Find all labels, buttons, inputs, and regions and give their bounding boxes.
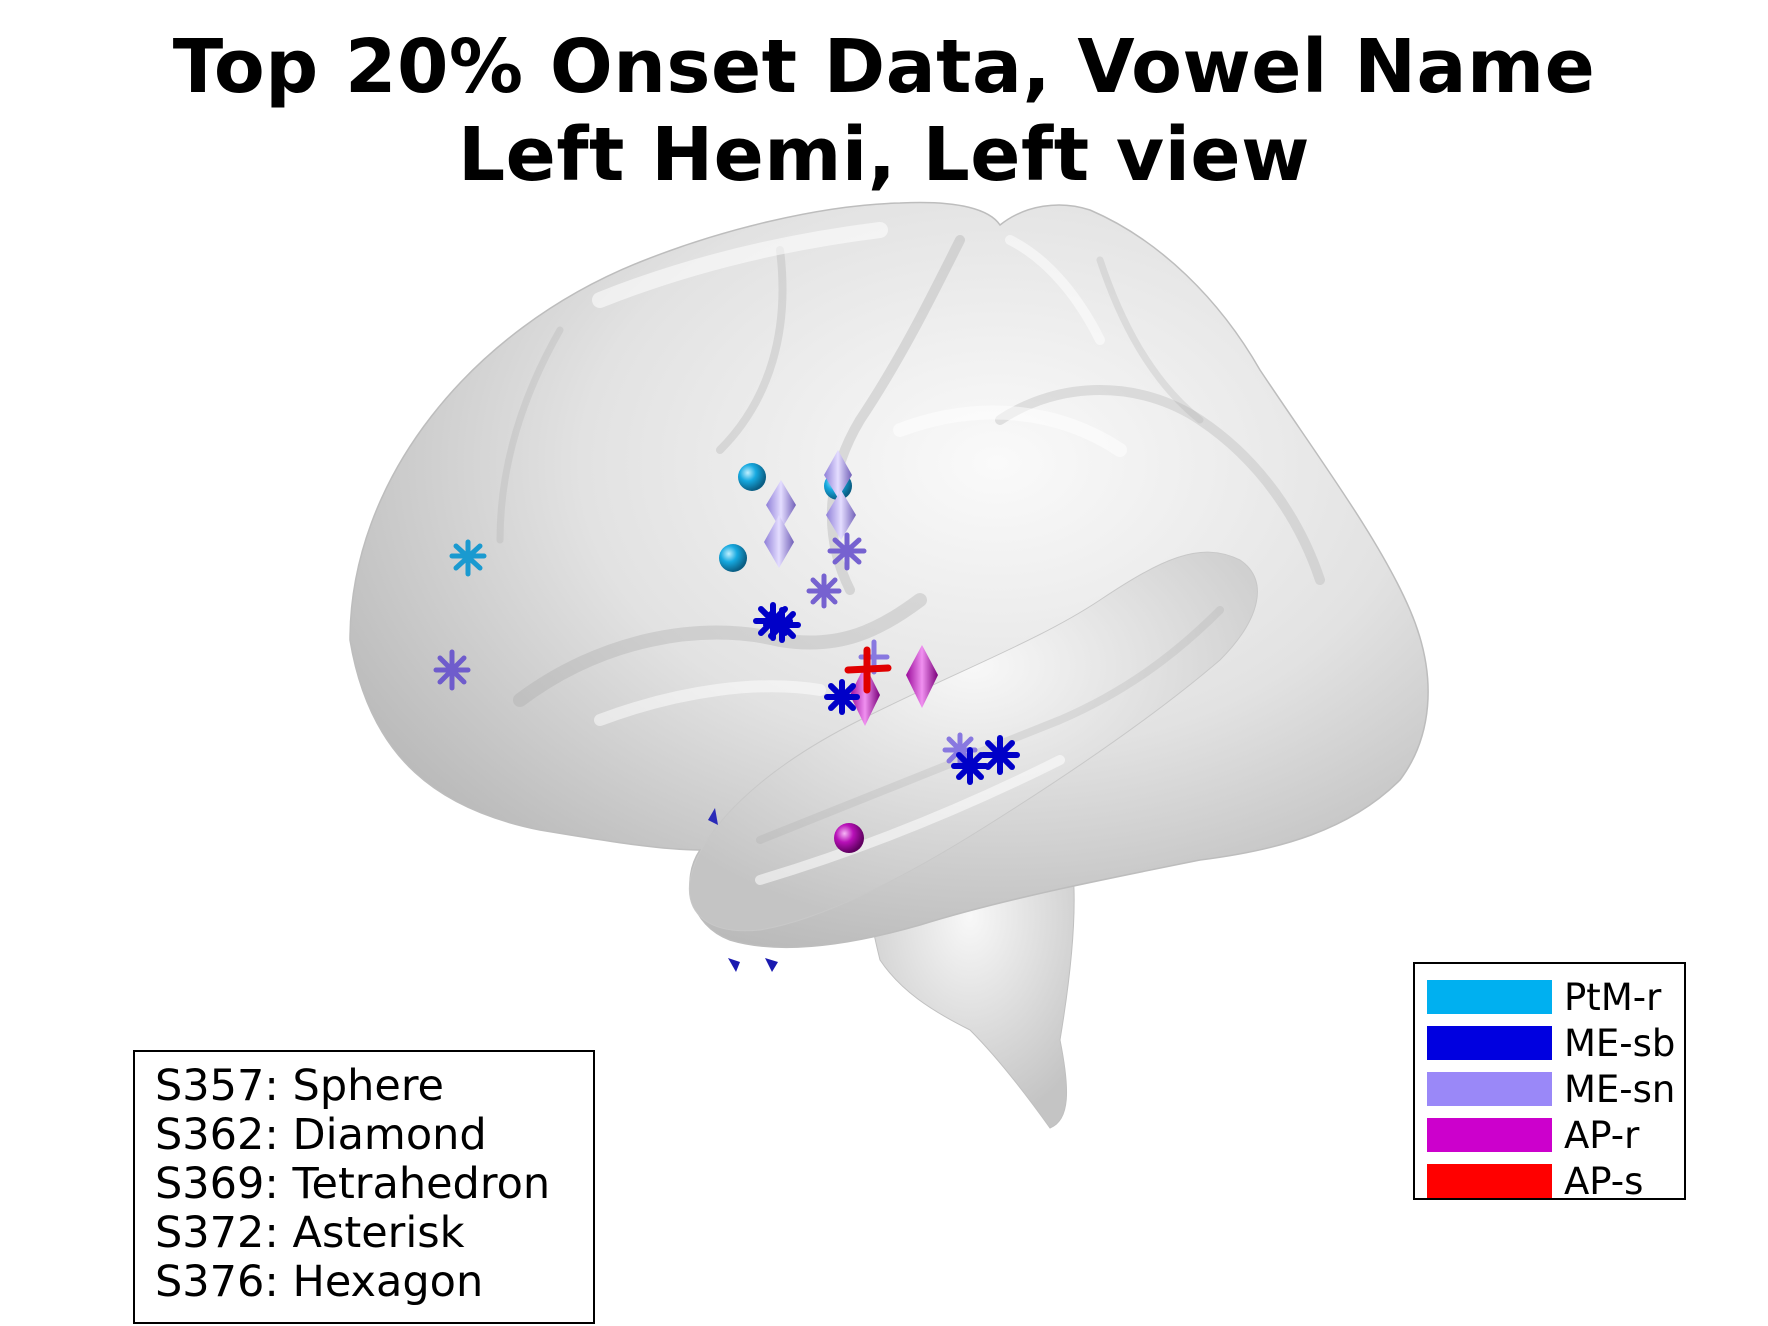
title-line-1: Top 20% Onset Data, Vowel Name: [172, 24, 1596, 110]
sulci-lines: [496, 235, 1325, 844]
hemisphere: [349, 201, 1429, 948]
electrode-markers: [708, 450, 938, 972]
legend-swatch: [1427, 1026, 1552, 1060]
legend-label: PtM-r: [1564, 975, 1662, 1019]
marker-diamond-purple: [826, 490, 856, 540]
gyri-highlights: [592, 222, 1127, 885]
subject-legend: S357: Sphere S362: Diamond S369: Tetrahe…: [133, 1050, 595, 1324]
legend-label: AP-r: [1564, 1113, 1640, 1157]
legend-label: AP-s: [1564, 1159, 1644, 1203]
marker-sphere-magenta: [834, 823, 864, 853]
marker-tetra-blue: [708, 808, 718, 825]
subject-legend-item: S369: Tetrahedron: [155, 1159, 551, 1209]
subject-legend-item: S372: Asterisk: [155, 1208, 465, 1258]
subject-legend-item: S376: Hexagon: [155, 1257, 484, 1307]
marker-diamond-purple: [824, 450, 852, 498]
marker-diamond-magenta: [850, 665, 880, 726]
color-legend: PtM-r ME-sb ME-sn AP-r AP-s: [1413, 962, 1686, 1200]
marker-cross-red: [844, 646, 892, 694]
legend-label: ME-sb: [1564, 1021, 1676, 1065]
marker-diamond-magenta: [906, 645, 938, 708]
legend-label: ME-sn: [1564, 1067, 1676, 1111]
legend-swatch: [1427, 980, 1552, 1014]
marker-diamond-purple: [764, 515, 794, 568]
subject-legend-item: S362: Diamond: [155, 1110, 487, 1160]
marker-asterisk-purple: [433, 649, 471, 691]
marker-asterisk-blue: [951, 747, 989, 785]
marker-diamond-purple: [766, 480, 796, 530]
color-legend-row: AP-r: [1427, 1112, 1684, 1158]
marker-tetra-blue: [765, 958, 778, 972]
legend-swatch: [1427, 1072, 1552, 1106]
marker-sphere-cyan: [738, 463, 766, 491]
marker-asterisk-cyan: [449, 539, 487, 577]
marker-asterisk-blue: [763, 607, 801, 643]
legend-swatch: [1427, 1118, 1552, 1152]
legend-swatch: [1427, 1164, 1552, 1198]
title-line-2: Left Hemi, Left view: [458, 112, 1310, 198]
marker-tetra-blue: [728, 958, 740, 972]
marker-sphere-cyan: [719, 544, 747, 572]
color-legend-row: ME-sn: [1427, 1066, 1684, 1112]
marker-asterisk-blue: [824, 679, 860, 715]
color-legend-row: ME-sb: [1427, 1020, 1684, 1066]
marker-asterisk-purple: [806, 573, 842, 609]
marker-asterisk-blue: [980, 735, 1020, 775]
subject-legend-item: S357: Sphere: [155, 1061, 445, 1111]
color-legend-row: AP-s: [1427, 1158, 1684, 1204]
color-legend-row: PtM-r: [1427, 974, 1684, 1020]
marker-asterisk-purple: [827, 532, 867, 571]
